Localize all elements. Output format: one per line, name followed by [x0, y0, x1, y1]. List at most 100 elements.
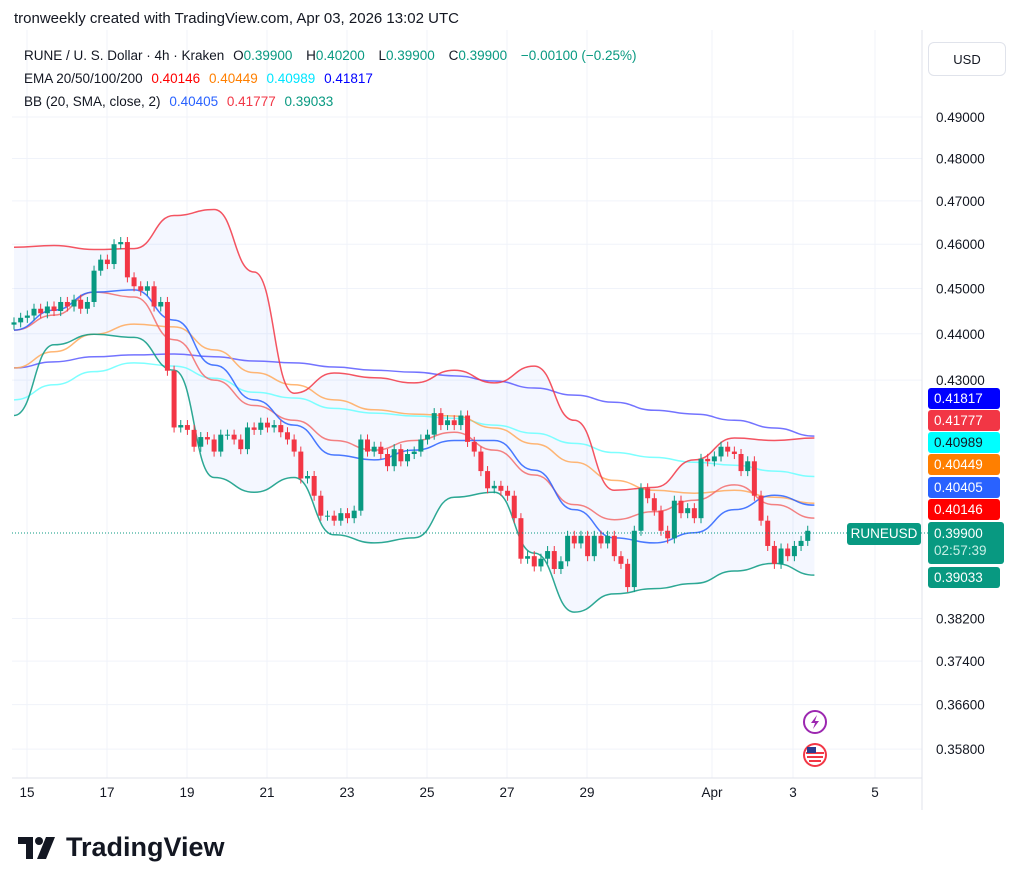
candle: [284, 427, 290, 445]
candle: [251, 422, 257, 435]
ema50-badge: 0.40449: [928, 454, 1000, 475]
candle-body: [365, 439, 371, 452]
candle-body: [511, 495, 517, 519]
candle: [98, 254, 104, 276]
brand-name: TradingView: [66, 832, 225, 862]
candle: [44, 301, 50, 319]
tradingview-logo[interactable]: TradingView: [18, 832, 225, 863]
candle: [578, 530, 584, 549]
candle-body: [391, 449, 397, 467]
candle-body: [71, 299, 77, 307]
candle: [304, 470, 310, 484]
candle: [191, 424, 197, 452]
candle-body: [798, 540, 804, 546]
candle-body: [571, 535, 577, 544]
candle: [518, 513, 524, 564]
candle-body: [251, 427, 257, 430]
candle-body: [118, 242, 124, 245]
candle: [351, 505, 357, 524]
candle: [291, 434, 297, 457]
symbol-name[interactable]: RUNE / U. S. Dollar · 4h · Kraken: [24, 48, 225, 63]
candle-body: [731, 451, 737, 455]
candle: [224, 429, 230, 440]
candle: [164, 296, 170, 376]
candle-body: [438, 413, 444, 426]
candle: [405, 448, 411, 467]
candle: [491, 480, 497, 494]
price-tick-label: 0.44000: [936, 327, 985, 342]
candle: [438, 408, 444, 431]
candle-body: [718, 446, 724, 457]
candle-body: [805, 530, 811, 541]
time-tick-label: 29: [579, 785, 594, 800]
ema200-line: [13, 353, 815, 437]
candle: [718, 441, 724, 462]
candle: [385, 448, 391, 472]
candle-body: [765, 520, 771, 546]
candle: [365, 434, 371, 457]
candle-body: [104, 259, 110, 265]
bb-legend[interactable]: BB (20, SMA, close, 2) 0.40405 0.41777 0…: [24, 94, 334, 109]
candle-body: [244, 427, 250, 450]
candle: [298, 446, 304, 484]
candle-body: [318, 495, 324, 516]
price-tick-label: 0.38200: [936, 611, 985, 626]
candle: [638, 483, 644, 536]
candle: [64, 296, 70, 312]
us-flag-icon[interactable]: [803, 743, 827, 767]
candle-body: [631, 530, 637, 588]
candle-body: [685, 508, 691, 514]
price-axis[interactable]: 0.49000 0.48000 0.47000 0.46000 0.45000 0.440…: [936, 110, 985, 757]
candle-body: [324, 515, 330, 517]
candle: [345, 508, 350, 524]
candle: [398, 444, 404, 467]
price-tick-label: 0.43000: [936, 373, 985, 388]
lightning-icon[interactable]: [803, 710, 827, 734]
candle: [691, 503, 697, 524]
candle: [264, 417, 270, 433]
candle: [791, 540, 797, 562]
bb-lower-line: [13, 333, 815, 613]
ema-legend[interactable]: EMA 20/50/100/200 0.40146 0.40449 0.4098…: [24, 71, 373, 86]
candle-body: [184, 425, 190, 430]
candle: [211, 434, 217, 457]
candle-body: [31, 308, 37, 316]
candle: [18, 312, 24, 328]
candle: [158, 296, 164, 312]
candle: [451, 415, 457, 431]
candle-body: [598, 535, 604, 544]
candle: [545, 546, 551, 564]
candle: [71, 294, 77, 312]
candle: [511, 490, 517, 524]
candle: [711, 451, 717, 467]
candle: [585, 530, 591, 562]
candle-body: [38, 308, 44, 314]
candle-body: [605, 535, 611, 544]
candle: [798, 535, 804, 552]
candle: [184, 420, 190, 435]
candle-body: [371, 446, 377, 452]
candle: [538, 553, 544, 572]
candle: [371, 441, 377, 457]
candle: [571, 530, 577, 549]
ema50-line: [13, 323, 815, 504]
candle: [525, 551, 531, 564]
candle: [598, 530, 604, 549]
candle: [645, 483, 651, 504]
candle: [84, 296, 90, 314]
candle: [551, 546, 557, 575]
candle-body: [311, 475, 317, 496]
candle-body: [611, 535, 617, 557]
candle-body: [651, 498, 657, 511]
time-axis[interactable]: 15 17 19 21 23 25 27 29 Apr 3 5: [19, 785, 878, 800]
time-tick-label: 19: [179, 785, 194, 800]
symbol-legend: RUNE / U. S. Dollar · 4h · Kraken O0.399…: [24, 48, 637, 63]
currency-button[interactable]: USD: [928, 42, 1006, 76]
candle-body: [738, 454, 744, 472]
candle-body: [211, 439, 217, 452]
price-tick-label: 0.35800: [936, 742, 985, 757]
candle: [605, 530, 611, 549]
candle-body: [385, 454, 391, 467]
candle-body: [164, 301, 170, 371]
